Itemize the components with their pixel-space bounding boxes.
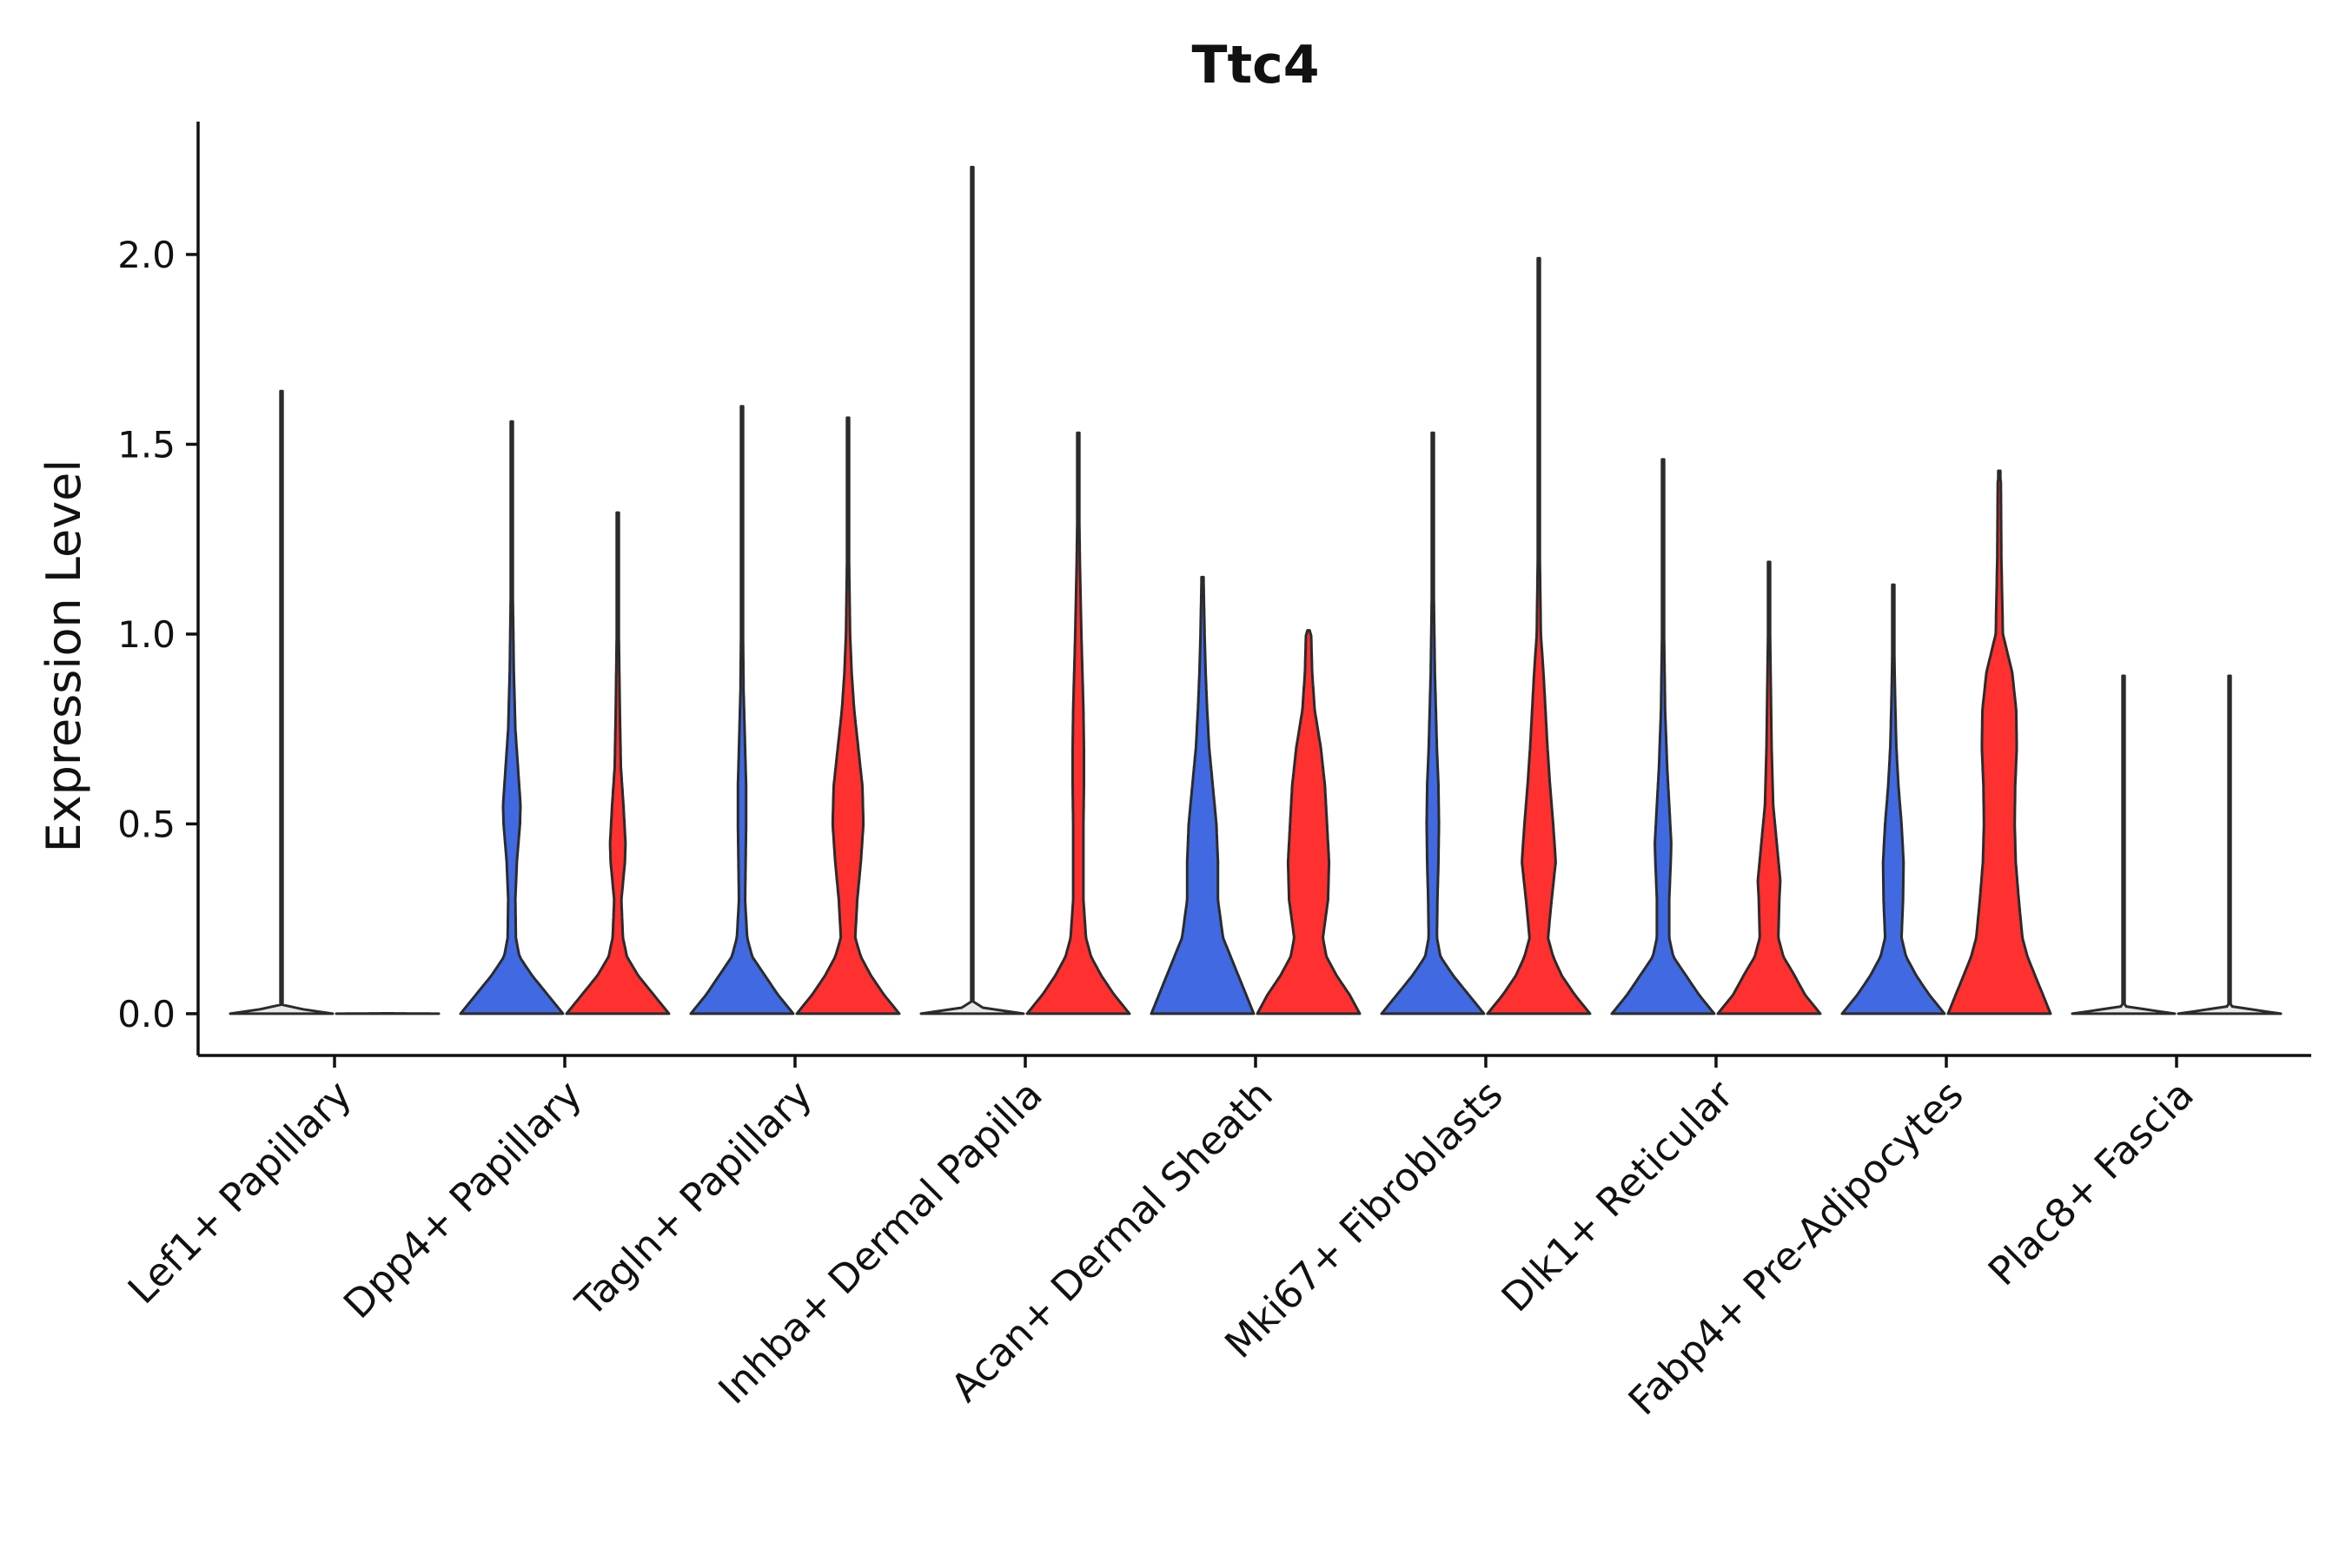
violin-5-left bbox=[1382, 433, 1484, 1014]
violin-2-right bbox=[797, 418, 899, 1014]
chart-title: Ttc4 bbox=[1192, 35, 1320, 96]
violin-5-right bbox=[1488, 258, 1590, 1014]
violin-1-left bbox=[461, 421, 563, 1014]
violin-3-left bbox=[921, 167, 1024, 1014]
y-tick-label: 1.0 bbox=[117, 613, 176, 656]
violin-0-left bbox=[230, 391, 333, 1014]
x-category-label: Tagln+ Papillary bbox=[567, 1071, 821, 1326]
violin-7-right bbox=[1948, 471, 2051, 1014]
violin-1-right bbox=[567, 513, 669, 1014]
x-category-label: Lef1+ Papillary bbox=[119, 1071, 361, 1313]
y-tick-label: 0.5 bbox=[117, 803, 176, 845]
x-category-label: Dlk1+ Reticular bbox=[1493, 1071, 1742, 1320]
y-axis-label: Expression Level bbox=[36, 460, 91, 853]
violin-6-left bbox=[1612, 460, 1714, 1014]
violins-layer bbox=[230, 167, 2281, 1014]
violin-3-right bbox=[1027, 433, 1130, 1014]
violin-8-right bbox=[2178, 676, 2281, 1014]
violin-7-left bbox=[1842, 585, 1945, 1014]
violin-4-right bbox=[1257, 631, 1360, 1014]
violin-8-left bbox=[2072, 676, 2175, 1014]
y-tick-label: 0.0 bbox=[117, 993, 176, 1035]
violin-6-right bbox=[1718, 562, 1820, 1014]
y-tick-label: 2.0 bbox=[117, 234, 176, 276]
violin-4-left bbox=[1151, 577, 1254, 1014]
x-category-label: Plac8+ Fascia bbox=[1979, 1071, 2203, 1294]
violin-2-left bbox=[691, 407, 793, 1014]
x-category-label: Dpp4+ Papillary bbox=[335, 1071, 591, 1327]
y-tick-label: 1.5 bbox=[117, 423, 176, 466]
